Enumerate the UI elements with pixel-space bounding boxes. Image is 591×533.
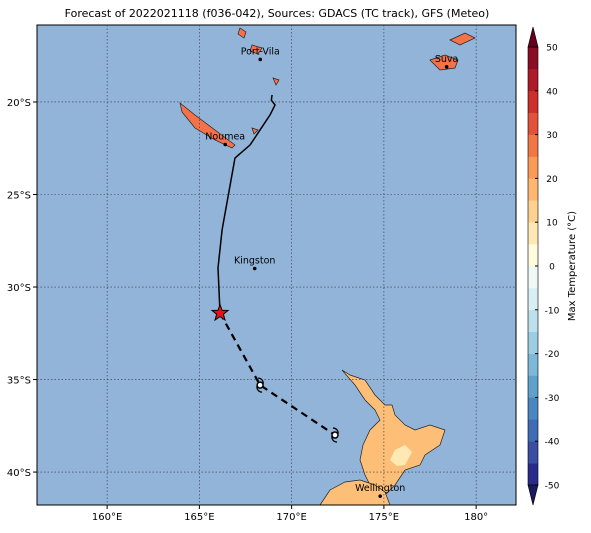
colorbar-label: Max Temperature (°C) (567, 211, 578, 321)
colorbar-tick-label: 20 (546, 175, 558, 185)
north-island (341, 369, 446, 496)
storm-arm (257, 377, 264, 385)
colorbar-bin (528, 353, 538, 376)
storm-arm (331, 435, 338, 443)
city-dot (378, 494, 382, 498)
colorbar-bin (528, 68, 538, 92)
lat-tick-label: 40°S (7, 468, 31, 479)
city-label: Noumea (205, 132, 245, 143)
north-island-highland (390, 445, 412, 466)
colorbar-tick-label: 50 (546, 44, 558, 54)
lat-tick-label: 20°S (7, 98, 31, 109)
new-caledonia (179, 102, 236, 149)
vanuatu-island (249, 44, 263, 55)
colorbar-tick-label: 0 (549, 263, 555, 273)
colorbar-bin (528, 309, 538, 332)
city-label: Suva (435, 54, 459, 65)
city-label: Wellington (355, 483, 405, 494)
colorbar-tick-label: -50 (545, 482, 560, 492)
storm-symbol (256, 381, 264, 389)
colorbar-bin (528, 134, 538, 157)
colorbar-bin (528, 178, 538, 201)
colorbar-bin (528, 419, 538, 442)
city-label: Kingston (234, 256, 275, 267)
vanuatu-island (272, 77, 280, 86)
storm-arm (256, 385, 263, 393)
colorbar-bin (528, 47, 538, 70)
colorbar-bin (528, 463, 538, 486)
colorbar-bin (528, 222, 538, 245)
colorbar-bin (528, 397, 538, 420)
colorbar-bin (528, 112, 538, 135)
viti-levu (429, 54, 459, 71)
map-title: Forecast of 2022021118 (f036-042), Sourc… (65, 7, 490, 20)
lat-tick-label: 25°S (7, 190, 31, 201)
colorbar-tick-label: -40 (545, 438, 560, 448)
city-dot (258, 57, 263, 62)
loyalty-island (251, 127, 259, 135)
lon-tick-label: 170°E (276, 512, 306, 523)
colorbar-tick-label: -20 (545, 350, 560, 360)
colorbar: -50 -40 -30 -20 -10 0 10 20 30 40 50 Max Temperatur… (527, 26, 578, 506)
colorbar-bin (528, 156, 538, 179)
colorbar-tick-label: 40 (546, 87, 558, 97)
colorbar-bin (528, 375, 538, 398)
lon-tick-label: 180° (464, 512, 488, 523)
colorbar-bin (528, 200, 538, 223)
colorbar-tick-label: -10 (545, 306, 560, 316)
storm-arm (332, 427, 339, 435)
current-position (210, 303, 230, 322)
colorbar-tick-label: 30 (546, 131, 558, 141)
colorbar-bin (528, 441, 538, 464)
city-dot (252, 266, 257, 271)
colorbar-bin (528, 90, 538, 113)
sea (37, 25, 516, 505)
colorbar-bin (528, 266, 538, 289)
land (179, 27, 476, 506)
forecast-track-line (219, 312, 336, 436)
storm-symbol (331, 431, 339, 439)
colorbar-under (527, 484, 539, 506)
city-label: Port-Vila (241, 46, 280, 57)
city-dot (223, 142, 228, 147)
lon-tick-label: 165°E (184, 512, 214, 523)
map-frame (36, 24, 517, 506)
colorbar-tick-label: 10 (546, 219, 558, 229)
lon-tick-label: 160°E (92, 512, 122, 523)
colorbar-tick-label: -30 (545, 394, 560, 404)
south-island (319, 479, 391, 506)
lat-tick-label: 35°S (7, 376, 31, 387)
colorbar-over (527, 26, 539, 48)
lon-tick-label: 175°E (369, 512, 399, 523)
city-dot (444, 65, 449, 69)
vanuatu-island (237, 27, 247, 39)
track-line (217, 94, 276, 314)
colorbar-bin (528, 244, 538, 267)
colorbar-bin (528, 287, 538, 311)
colorbar-bin (528, 331, 538, 354)
vanua-levu (449, 32, 476, 46)
lat-tick-label: 30°S (7, 283, 31, 294)
